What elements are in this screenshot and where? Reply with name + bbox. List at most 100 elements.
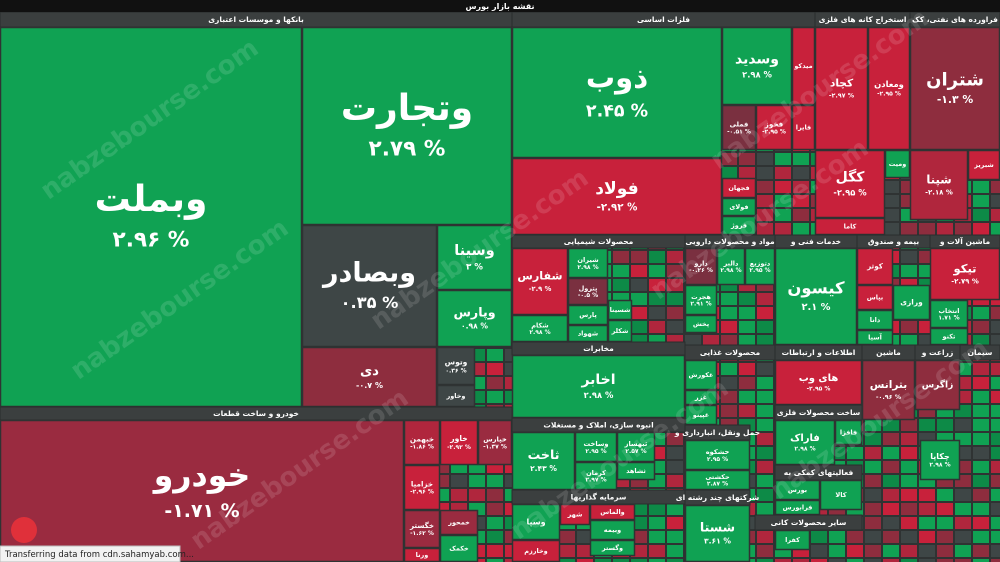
stock-tile (301, 224, 438, 348)
filler-tile (972, 194, 990, 208)
filler-tile (738, 362, 756, 376)
stock-tile (403, 464, 441, 511)
sector-name: ساخت محصولات فلزی (777, 408, 861, 417)
stock-change: ۰.۹۸ % (461, 322, 488, 331)
stock-change: -۰.۲۶ % (689, 267, 713, 274)
stock-name: فاراک (790, 433, 820, 444)
sector-name: سایر محصولات کانی (771, 518, 847, 527)
filler-tile (756, 404, 774, 418)
stock-tile (436, 346, 476, 386)
filler-tile (792, 222, 810, 236)
filler-tile (756, 320, 774, 334)
filler-tile (648, 292, 666, 306)
filler-tile (918, 530, 936, 544)
stock-change: ۲.۹۸ % (794, 446, 815, 453)
filler-tile (972, 530, 990, 544)
sector-name: ماشین (876, 348, 901, 357)
filler-tile (918, 516, 936, 530)
filler-tile (576, 558, 594, 562)
filler-tile (486, 474, 504, 488)
stock-tile (684, 284, 718, 316)
stock-name: وسینا (454, 243, 494, 259)
stock-name: شکام (531, 322, 548, 330)
stock-tile (511, 157, 723, 236)
filler-tile (864, 516, 882, 530)
filler-tile (792, 194, 810, 208)
filler-tile (738, 404, 756, 418)
filler-tile (972, 446, 990, 460)
stock-change: -۱.۸۶ % (410, 444, 434, 451)
filler-tile (756, 194, 774, 208)
stock-tile (856, 247, 894, 286)
filler-tile (972, 404, 990, 418)
filler-tile (990, 404, 1000, 418)
filler-tile (666, 250, 684, 264)
stock-tile (511, 247, 569, 316)
stock-name: فرابورس (783, 504, 813, 512)
filler-tile (720, 306, 738, 320)
stock-name: دارو (693, 260, 708, 268)
filler-tile (954, 530, 972, 544)
filler-tile (756, 418, 774, 432)
filler-tile (450, 488, 468, 502)
stock-tile (884, 149, 911, 179)
filler-tile (864, 446, 882, 460)
stock-name: ذوب (586, 60, 648, 94)
filler-tile (972, 544, 990, 558)
filler-tile (756, 432, 774, 446)
stock-tile (919, 439, 961, 481)
filler-tile (954, 488, 972, 502)
filler-tile (954, 502, 972, 516)
filler-tile (756, 376, 774, 390)
filler-tile (936, 530, 954, 544)
filler-tile (792, 152, 810, 166)
stock-tile (511, 503, 561, 541)
filler-tile (990, 376, 1000, 390)
filler-tile (972, 362, 990, 376)
stock-name: شیران (577, 256, 598, 264)
filler-tile (720, 320, 738, 334)
stock-name: دتوزیع (750, 260, 771, 268)
stock-tile (574, 431, 618, 463)
stock-tile (684, 359, 718, 391)
filler-tile (990, 502, 1000, 516)
stock-name: شبریز (973, 161, 994, 169)
stock-name: وسدید (735, 52, 779, 68)
filler-tile (792, 558, 810, 562)
filler-tile (666, 544, 684, 558)
filler-tile (612, 264, 630, 278)
stock-name: غپینو (692, 411, 709, 419)
stock-name: فافزا (840, 429, 857, 437)
stock-tile (892, 284, 931, 321)
stock-name: فجهان (728, 184, 749, 192)
stock-name: ورنا (416, 551, 429, 559)
stock-name: دانا (870, 316, 881, 324)
stock-change: -۱.۳ % (937, 93, 974, 106)
stock-change: ۱.۷۱ % (938, 315, 959, 322)
stock-tile (559, 503, 591, 526)
stock-name: کیسون (787, 279, 845, 298)
filler-tile (774, 152, 792, 166)
filler-tile (954, 516, 972, 530)
stock-change: ۲.۸۷ % (707, 481, 728, 488)
status-bar (0, 545, 181, 562)
filler-tile (990, 222, 1000, 236)
filler-tile (990, 460, 1000, 474)
filler-tile (468, 488, 486, 502)
stock-name: خپارس (483, 435, 507, 443)
filler-tile (882, 558, 900, 562)
stock-change: -۲.۹۵ % (877, 90, 901, 97)
filler-tile (720, 390, 738, 404)
filler-tile (486, 544, 504, 558)
filler-tile (900, 460, 918, 474)
filler-tile (990, 544, 1000, 558)
stock-name: ثبهساز (624, 440, 648, 448)
filler-tile (756, 558, 774, 562)
sector-name: فراورده های نفتی، کک (912, 15, 998, 24)
filler-tile (630, 292, 648, 306)
filler-tile (738, 166, 756, 180)
stock-tile (511, 354, 686, 419)
sector-name: ماشین آلات و (939, 236, 991, 246)
filler-tile (918, 502, 936, 516)
stock-name: خاور (449, 434, 467, 443)
